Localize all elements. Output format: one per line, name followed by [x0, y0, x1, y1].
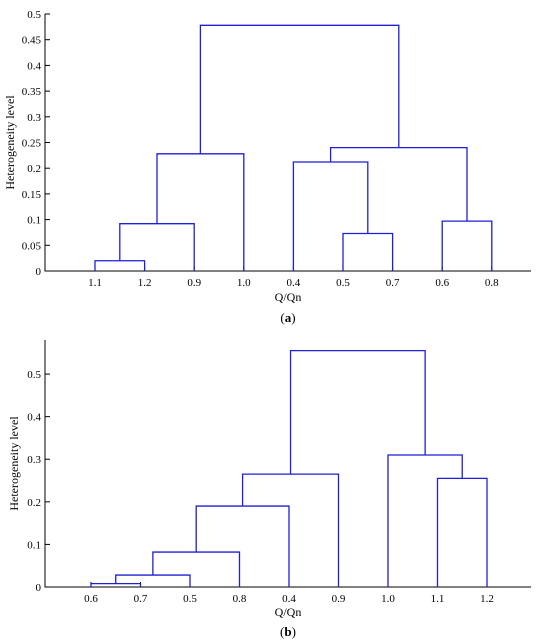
dendrogram-link: [90, 582, 142, 587]
dendrogram-link: [94, 260, 146, 271]
leaf-label: 0.8: [233, 593, 247, 605]
y-axis-label: Heterogeneity level: [3, 95, 17, 190]
dendrogram-link: [241, 473, 340, 587]
y-axis-label: Heterogeneity level: [7, 416, 21, 511]
panel-label: (b): [280, 624, 296, 639]
dendrogram-link: [195, 505, 290, 587]
y-tick-label: 0.5: [27, 369, 41, 381]
leaf-label: 0.9: [332, 593, 346, 605]
y-tick-label: 0.25: [22, 138, 42, 150]
y-tick-label: 0.4: [27, 412, 41, 424]
leaf-label: 0.6: [84, 593, 98, 605]
y-tick-label: 0.15: [22, 189, 42, 201]
panel-letter: a: [285, 310, 292, 325]
axis-frame-b: [44, 340, 531, 588]
leaf-label: 1.1: [431, 593, 445, 605]
y-tick-label: 0.3: [27, 454, 41, 466]
leaf-label: 0.9: [187, 277, 201, 289]
leaf-label: 0.7: [386, 277, 400, 289]
leaf-label: 0.4: [282, 593, 296, 605]
dendrogram-link: [289, 349, 426, 475]
x-axis-label: Q/Qn: [275, 290, 302, 304]
y-tick-label: 0: [36, 266, 42, 278]
dendrogram-link: [292, 161, 369, 271]
y-tick-label: 0.1: [27, 215, 41, 227]
dendrogram-link: [387, 454, 463, 587]
leaf-label: 0.7: [134, 593, 148, 605]
y-tick-label: 0.2: [27, 497, 41, 509]
dendrogram-link: [436, 477, 488, 587]
dendrogram-link: [342, 232, 394, 271]
y-tick-label: 0.5: [27, 9, 41, 21]
leaf-label: 1.0: [381, 593, 395, 605]
y-tick-label: 0.1: [27, 539, 41, 551]
y-tick-label: 0: [36, 582, 42, 594]
leaf-label: 1.0: [237, 277, 251, 289]
dendrogram-link: [115, 574, 191, 587]
panel-letter: b: [284, 624, 291, 639]
leaf-label: 0.5: [183, 593, 197, 605]
panel-label: (a): [280, 310, 295, 325]
x-axis-label: Q/Qn: [275, 605, 302, 619]
leaf-label: 1.2: [138, 277, 152, 289]
dendrogram-link: [329, 146, 468, 222]
axis-frame-a: [44, 14, 531, 272]
y-tick-label: 0.45: [22, 35, 42, 47]
leaf-label: 0.6: [435, 277, 449, 289]
dendrogram-link: [199, 24, 400, 154]
dendrogram-link: [119, 223, 195, 271]
y-tick-label: 0.3: [27, 112, 41, 124]
leaf-label: 1.2: [480, 593, 494, 605]
leaf-label: 0.4: [287, 277, 301, 289]
y-tick-label: 0.2: [27, 163, 41, 175]
dendrogram-link: [152, 551, 241, 587]
leaf-label: 0.5: [336, 277, 350, 289]
dendrogram-link: [441, 220, 493, 271]
leaf-label: 1.1: [88, 277, 102, 289]
dendrogram-link: [156, 153, 245, 271]
y-tick-label: 0.35: [22, 86, 42, 98]
leaf-label: 0.8: [485, 277, 499, 289]
y-tick-label: 0.4: [27, 60, 41, 72]
y-tick-label: 0.05: [22, 240, 42, 252]
